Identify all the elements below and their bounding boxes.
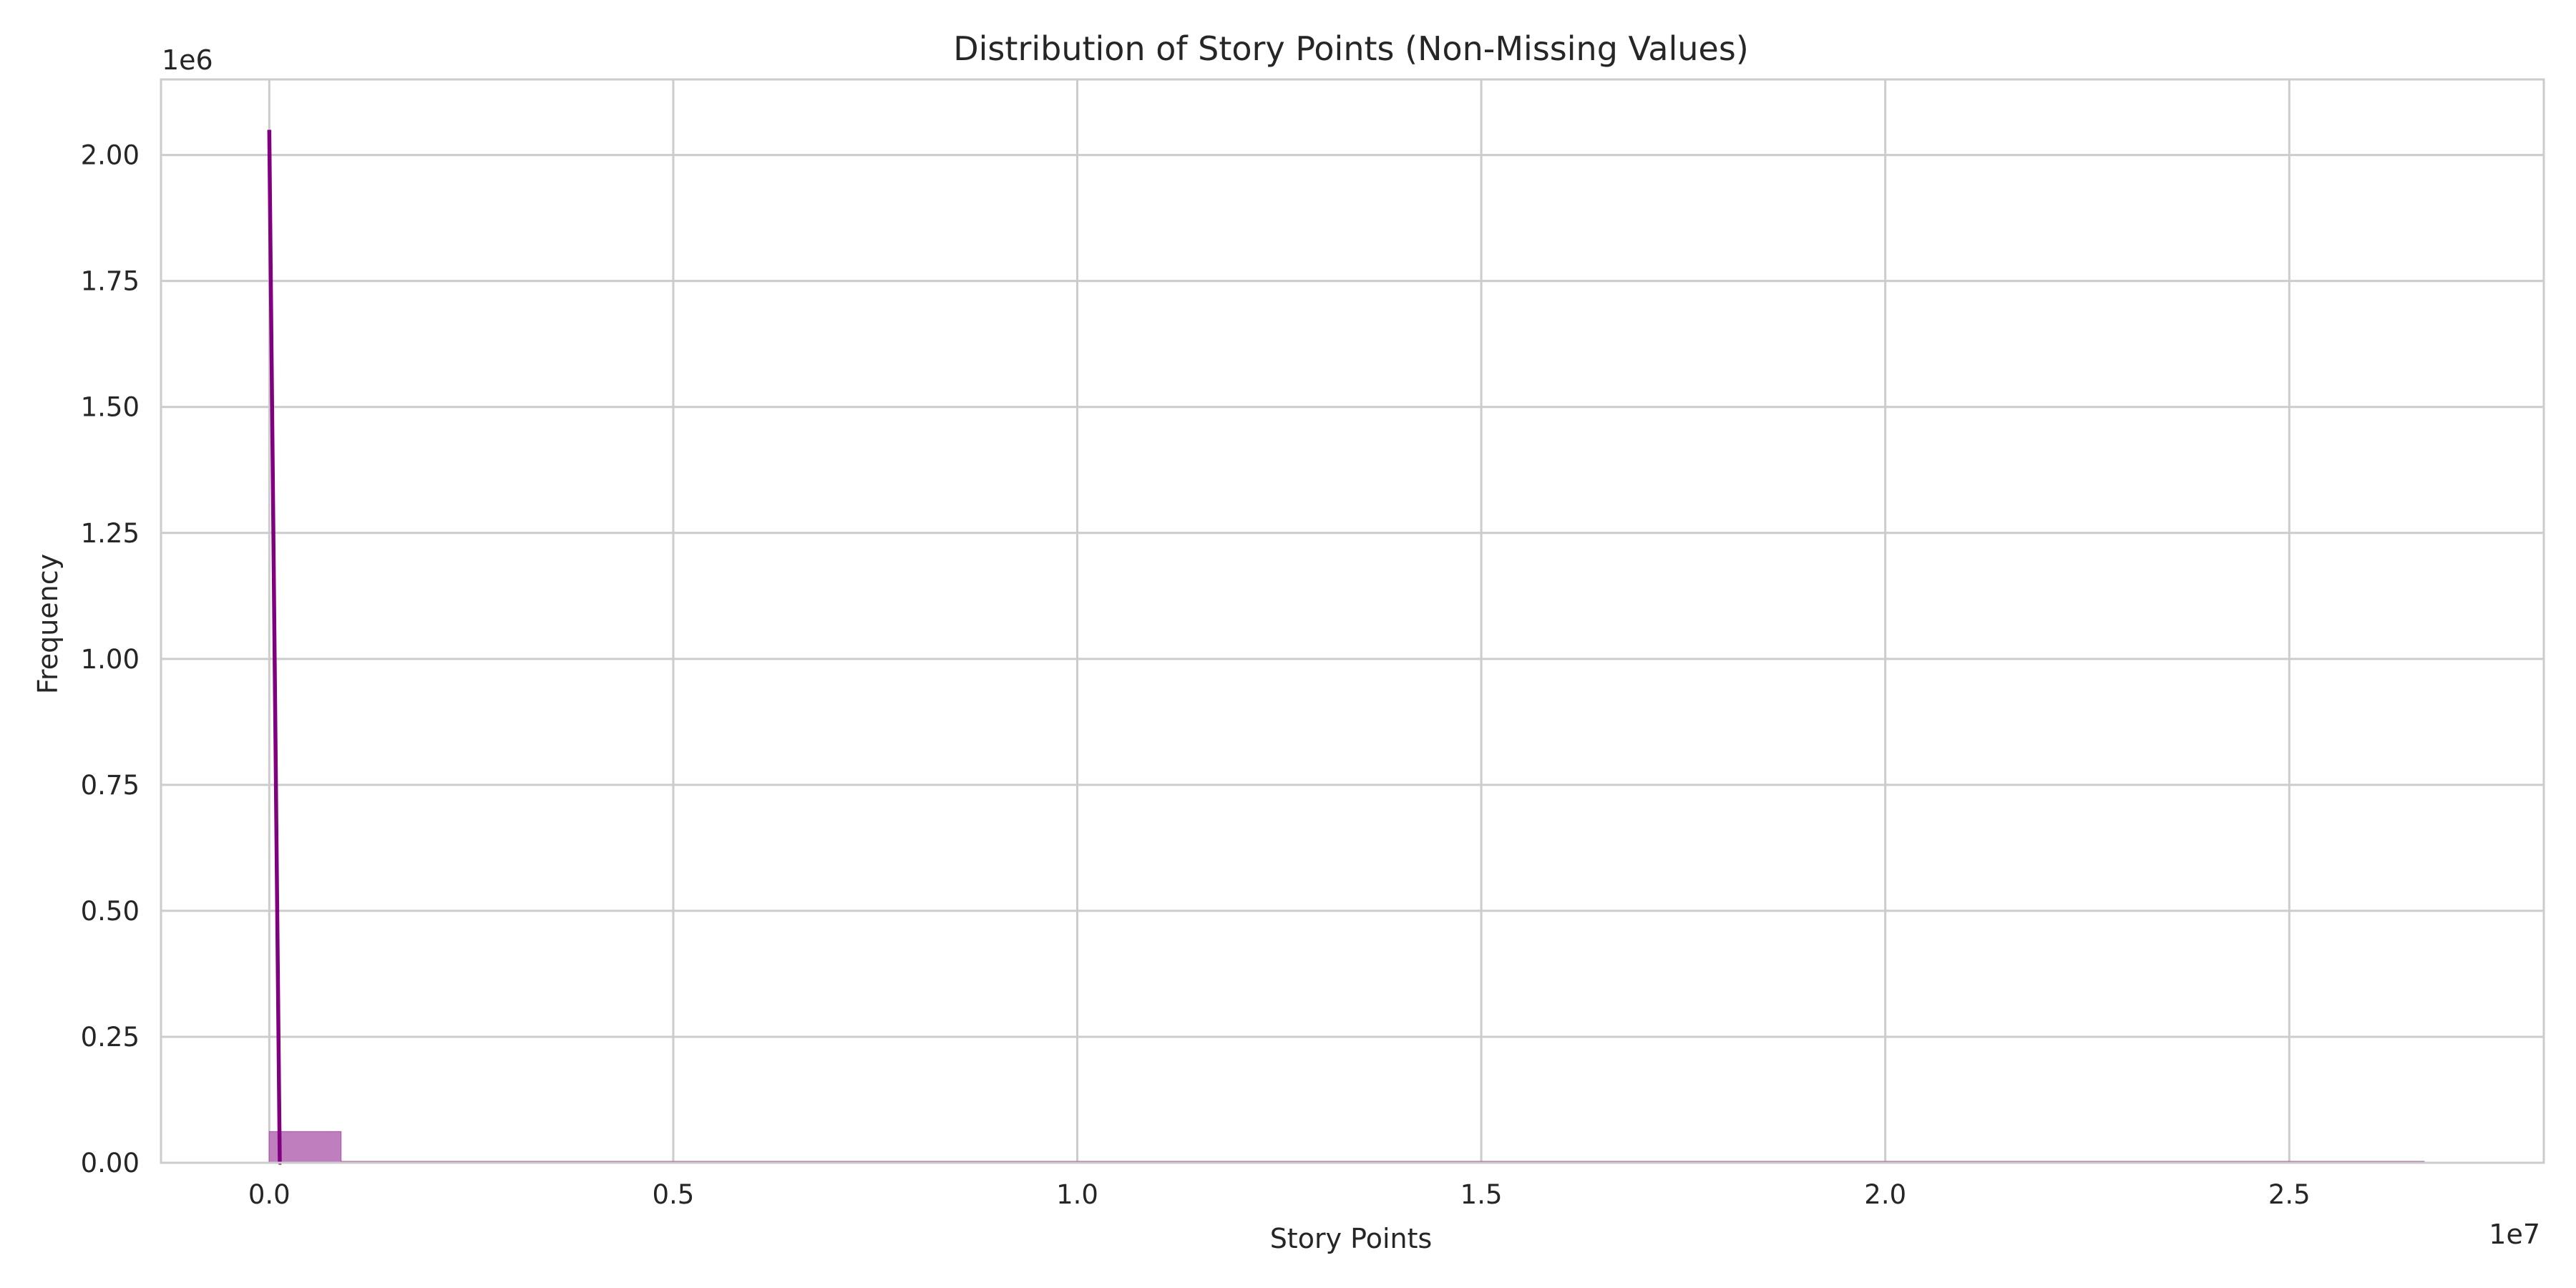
- x-axis-label: Story Points: [1270, 1223, 1433, 1254]
- x-tick-label: 1.5: [1460, 1179, 1503, 1210]
- axes-frame: [160, 78, 2545, 1164]
- y-tick-label: 2.00: [81, 140, 140, 171]
- y-offset-label: 1e6: [162, 44, 213, 76]
- y-tick-label: 0.75: [81, 770, 140, 801]
- y-tick-label: 1.50: [81, 392, 140, 423]
- x-tick-label: 1.0: [1056, 1179, 1098, 1210]
- y-axis-label: Frequency: [32, 554, 64, 694]
- x-tick-label: 0.5: [652, 1179, 694, 1210]
- x-tick-labels: 0.0 0.5 1.0 1.5 2.0 2.5: [248, 1179, 2311, 1210]
- chart-title: Distribution of Story Points (Non-Missin…: [953, 29, 1749, 68]
- x-tick-label: 2.5: [2268, 1179, 2311, 1210]
- y-tick-label: 1.25: [81, 518, 140, 549]
- x-tick-label: 2.0: [1864, 1179, 1906, 1210]
- y-tick-label: 1.75: [81, 266, 140, 297]
- x-offset-label: 1e7: [2489, 1219, 2540, 1250]
- y-tick-label: 1.00: [81, 644, 140, 675]
- axes-border: [160, 78, 2545, 1164]
- grid: [161, 79, 2544, 1164]
- x-tick-label: 0.0: [248, 1179, 291, 1210]
- y-tick-labels: 0.00 0.25 0.50 0.75 1.00 1.25 1.50 1.75 2.00: [81, 140, 140, 1179]
- y-tick-label: 0.50: [81, 896, 140, 927]
- y-tick-label: 0.25: [81, 1022, 140, 1053]
- y-tick-label: 0.00: [81, 1148, 140, 1179]
